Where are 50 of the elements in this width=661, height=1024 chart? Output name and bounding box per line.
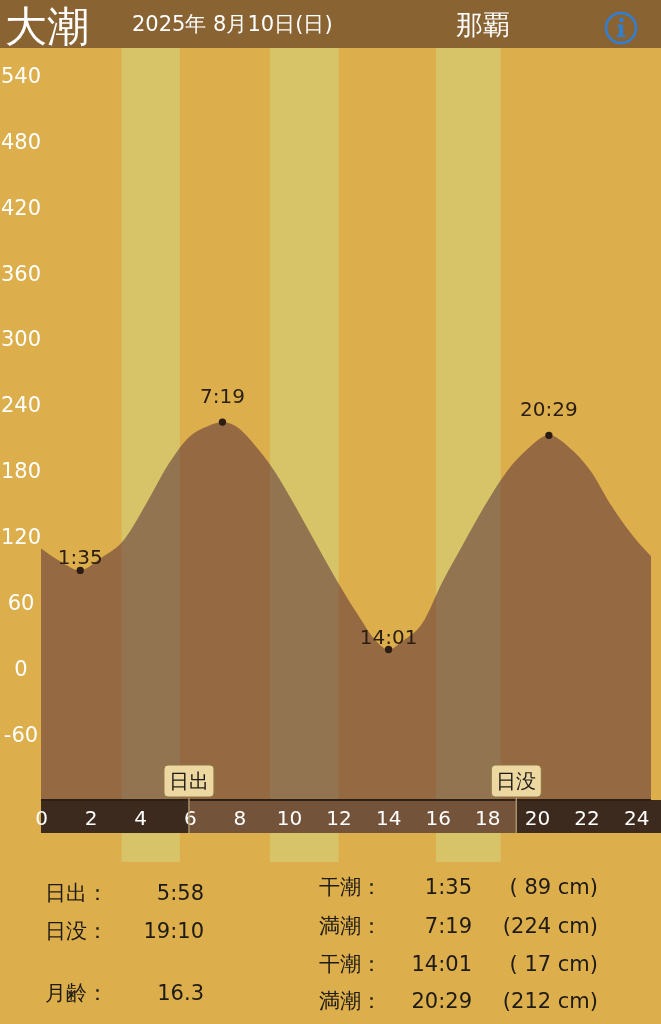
- x-tick-label: 24: [623, 805, 650, 830]
- y-tick-label: 60: [7, 591, 35, 616]
- annotation: 20:29: [520, 397, 578, 422]
- text: 日出：: [45, 881, 108, 906]
- chart-title: 大潮: [5, 2, 89, 51]
- text: ( 89 cm): [509, 875, 598, 900]
- y-tick-label: 180: [0, 459, 42, 484]
- x-tick-label: 8: [233, 805, 247, 830]
- x-tick-label: 14: [375, 805, 402, 830]
- y-tick-label: 300: [0, 327, 42, 352]
- text: 日没：: [45, 919, 108, 944]
- y-tick-label: 480: [0, 129, 42, 154]
- text: (212 cm): [502, 989, 598, 1014]
- annotation: 14:01: [359, 624, 418, 649]
- text: 16.3: [157, 981, 204, 1006]
- text: 月齢：: [45, 981, 108, 1006]
- chart-subtitle: 2025年 8月10日(日): [132, 12, 333, 36]
- x-tick-label: 4: [134, 805, 148, 830]
- text: 19:10: [143, 919, 204, 944]
- x-tick-label: 16: [425, 805, 451, 830]
- x-tick-label: 10: [276, 805, 303, 830]
- x-tick-label: 12: [326, 805, 352, 830]
- text: 那覇: [456, 9, 510, 40]
- x-tick-label: 6: [183, 805, 197, 830]
- text: 5:58: [156, 881, 204, 906]
- text: 1:35: [424, 875, 472, 900]
- text: 満潮：: [319, 914, 382, 939]
- annotation: 7:19: [199, 384, 245, 409]
- text: ( 17 cm): [509, 952, 598, 977]
- y-tick-label: 420: [0, 195, 42, 220]
- y-tick-label: 360: [0, 261, 42, 286]
- y-tick-label: 240: [0, 393, 42, 418]
- x-tick-label: 22: [574, 805, 600, 830]
- ref-line-label: 日出: [168, 769, 209, 793]
- text: (224 cm): [502, 914, 598, 939]
- annotation: 1:35: [57, 545, 103, 570]
- y-tick-label: -60: [3, 722, 39, 747]
- text: 満潮：: [319, 989, 382, 1014]
- text: 干潮：: [319, 952, 382, 977]
- text: 20:29: [411, 989, 472, 1014]
- ref-line-label: 日没: [496, 769, 537, 793]
- y-tick-label: 540: [0, 63, 42, 88]
- y-tick-label: 120: [0, 525, 42, 550]
- text: 7:19: [424, 914, 472, 939]
- y-tick-label: 0: [14, 657, 28, 682]
- x-tick-label: 20: [524, 805, 551, 830]
- text: 14:01: [411, 952, 472, 977]
- x-tick-label: 2: [84, 805, 98, 830]
- text: 干潮：: [319, 875, 382, 900]
- x-tick-label: 18: [475, 805, 501, 830]
